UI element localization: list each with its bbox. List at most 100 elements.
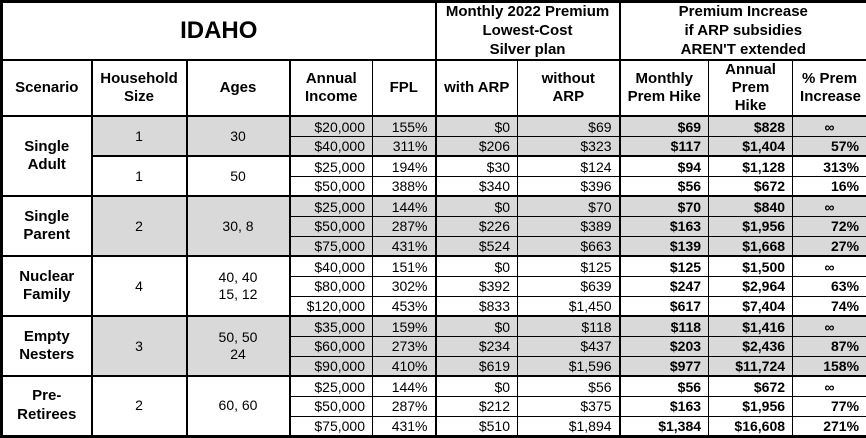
ages-cell: 60, 60 bbox=[185, 375, 290, 437]
table-title: IDAHO bbox=[0, 1, 437, 62]
cell-with-arp: $0 bbox=[434, 115, 519, 137]
cell-annual-income: $25,000 bbox=[288, 375, 373, 397]
cell-monthly-prem-hike: $69 bbox=[618, 115, 710, 137]
cell-without-arp: $1,450 bbox=[517, 295, 621, 318]
col-header-annual-income: Annual Income bbox=[288, 59, 373, 118]
cell-fpl: 302% bbox=[371, 275, 437, 297]
cell-fpl: 431% bbox=[371, 415, 437, 437]
col-header-scenario: Scenario bbox=[1, 59, 92, 118]
col-header-fpl: FPL bbox=[371, 59, 437, 118]
cell-annual-prem-hike: $2,964 bbox=[708, 275, 794, 297]
cell-without-arp: $125 bbox=[517, 255, 621, 277]
cell-pct-increase: 77% bbox=[792, 395, 866, 417]
cell-without-arp: $1,596 bbox=[517, 355, 621, 378]
cell-annual-prem-hike: $1,416 bbox=[708, 315, 794, 337]
ages-cell: 30 bbox=[185, 115, 290, 158]
cell-pct-increase: ∞ bbox=[792, 195, 866, 217]
cell-pct-increase: 57% bbox=[792, 135, 866, 158]
cell-annual-prem-hike: $672 bbox=[708, 375, 794, 397]
cell-fpl: 273% bbox=[371, 335, 437, 357]
cell-without-arp: $639 bbox=[517, 275, 621, 297]
household-size-cell: 1 bbox=[90, 155, 187, 198]
cell-with-arp: $234 bbox=[434, 335, 519, 357]
cell-fpl: 159% bbox=[371, 315, 437, 337]
cell-pct-increase: 63% bbox=[792, 275, 866, 297]
household-size-cell: 2 bbox=[90, 375, 187, 437]
cell-annual-prem-hike: $1,956 bbox=[708, 395, 794, 417]
cell-with-arp: $833 bbox=[434, 295, 519, 318]
col-header-with-arp: with ARP bbox=[434, 59, 519, 118]
cell-annual-income: $35,000 bbox=[288, 315, 373, 337]
cell-with-arp: $0 bbox=[434, 375, 519, 397]
cell-annual-income: $75,000 bbox=[288, 235, 373, 258]
ages-cell: 30, 8 bbox=[185, 195, 290, 258]
cell-fpl: 453% bbox=[371, 295, 437, 318]
cell-annual-income: $25,000 bbox=[288, 155, 373, 177]
household-size-cell: 3 bbox=[90, 315, 187, 378]
cell-monthly-prem-hike: $94 bbox=[618, 155, 710, 177]
premium-group-header: Monthly 2022 Premium Lowest-Cost Silver … bbox=[434, 1, 621, 62]
cell-pct-increase: 158% bbox=[792, 355, 866, 378]
cell-pct-increase: 74% bbox=[792, 295, 866, 318]
cell-without-arp: $124 bbox=[517, 155, 621, 177]
scenario-cell: Single Adult bbox=[1, 115, 92, 198]
cell-monthly-prem-hike: $70 bbox=[618, 195, 710, 217]
cell-annual-income: $40,000 bbox=[288, 255, 373, 277]
cell-monthly-prem-hike: $118 bbox=[618, 315, 710, 337]
cell-fpl: 144% bbox=[371, 375, 437, 397]
cell-without-arp: $437 bbox=[517, 335, 621, 357]
cell-annual-income: $25,000 bbox=[288, 195, 373, 217]
cell-monthly-prem-hike: $56 bbox=[618, 375, 710, 397]
cell-without-arp: $1,894 bbox=[517, 415, 621, 437]
cell-with-arp: $392 bbox=[434, 275, 519, 297]
cell-monthly-prem-hike: $56 bbox=[618, 175, 710, 198]
cell-annual-prem-hike: $7,404 bbox=[708, 295, 794, 318]
cell-annual-income: $90,000 bbox=[288, 355, 373, 378]
col-header-without-arp: without ARP bbox=[517, 59, 621, 118]
cell-monthly-prem-hike: $1,384 bbox=[618, 415, 710, 437]
cell-pct-increase: ∞ bbox=[792, 315, 866, 337]
cell-fpl: 151% bbox=[371, 255, 437, 277]
scenario-cell: Nuclear Family bbox=[1, 255, 92, 318]
cell-monthly-prem-hike: $125 bbox=[618, 255, 710, 277]
household-size-cell: 2 bbox=[90, 195, 187, 258]
cell-without-arp: $375 bbox=[517, 395, 621, 417]
cell-pct-increase: 72% bbox=[792, 215, 866, 237]
cell-with-arp: $524 bbox=[434, 235, 519, 258]
cell-annual-income: $120,000 bbox=[288, 295, 373, 318]
cell-with-arp: $510 bbox=[434, 415, 519, 437]
cell-annual-income: $75,000 bbox=[288, 415, 373, 437]
cell-annual-prem-hike: $11,724 bbox=[708, 355, 794, 378]
cell-with-arp: $0 bbox=[434, 255, 519, 277]
cell-fpl: 155% bbox=[371, 115, 437, 137]
cell-with-arp: $206 bbox=[434, 135, 519, 158]
col-header-ages: Ages bbox=[185, 59, 290, 118]
cell-pct-increase: 87% bbox=[792, 335, 866, 357]
cell-annual-prem-hike: $1,404 bbox=[708, 135, 794, 158]
cell-monthly-prem-hike: $117 bbox=[618, 135, 710, 158]
cell-pct-increase: 313% bbox=[792, 155, 866, 177]
ages-cell: 40, 40 15, 12 bbox=[185, 255, 290, 318]
cell-annual-income: $20,000 bbox=[288, 115, 373, 137]
cell-monthly-prem-hike: $163 bbox=[618, 215, 710, 237]
cell-with-arp: $30 bbox=[434, 155, 519, 177]
scenario-cell: Pre- Retirees bbox=[1, 375, 92, 437]
cell-with-arp: $226 bbox=[434, 215, 519, 237]
cell-pct-increase: 271% bbox=[792, 415, 866, 437]
household-size-cell: 1 bbox=[90, 115, 187, 158]
cell-annual-income: $50,000 bbox=[288, 395, 373, 417]
cell-fpl: 144% bbox=[371, 195, 437, 217]
scenario-cell: Empty Nesters bbox=[1, 315, 92, 378]
cell-annual-income: $50,000 bbox=[288, 175, 373, 198]
cell-without-arp: $118 bbox=[517, 315, 621, 337]
cell-with-arp: $340 bbox=[434, 175, 519, 198]
household-size-cell: 4 bbox=[90, 255, 187, 318]
col-header-monthly-prem-hike: Monthly Prem Hike bbox=[618, 59, 710, 118]
cell-without-arp: $389 bbox=[517, 215, 621, 237]
cell-fpl: 287% bbox=[371, 215, 437, 237]
cell-fpl: 194% bbox=[371, 155, 437, 177]
ages-cell: 50 bbox=[185, 155, 290, 198]
cell-annual-income: $80,000 bbox=[288, 275, 373, 297]
cell-pct-increase: 27% bbox=[792, 235, 866, 258]
